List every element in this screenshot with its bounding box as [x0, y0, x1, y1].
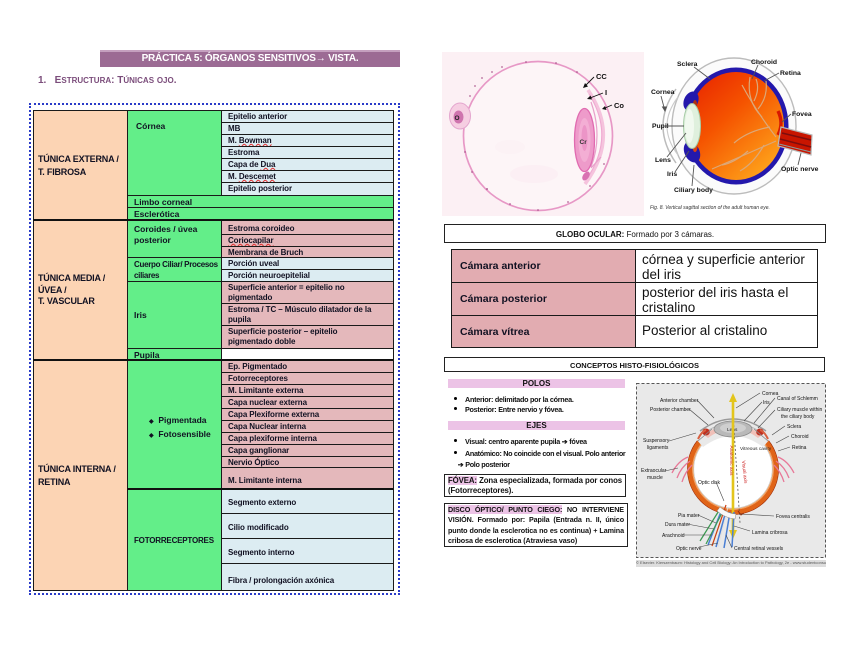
svg-text:Iris: Iris: [667, 171, 677, 178]
svg-text:Sclera: Sclera: [677, 61, 698, 68]
svg-text:Fovea: Fovea: [792, 111, 812, 118]
svg-text:Lens: Lens: [655, 157, 671, 164]
svg-text:Cornea: Cornea: [762, 391, 779, 397]
svg-text:Optic nerve: Optic nerve: [781, 166, 819, 173]
svg-text:Sclera: Sclera: [787, 424, 801, 430]
svg-text:Cr: Cr: [580, 139, 588, 146]
svg-text:Suspensory: Suspensory: [643, 438, 670, 444]
svg-text:Anterior chamber: Anterior chamber: [660, 398, 699, 404]
svg-text:the ciliary body: the ciliary body: [781, 414, 815, 420]
svg-text:I: I: [605, 88, 607, 97]
svg-text:Optic nerve: Optic nerve: [676, 546, 702, 552]
svg-text:Choroid: Choroid: [751, 59, 777, 66]
svg-text:Retina: Retina: [780, 70, 801, 77]
svg-text:ligaments: ligaments: [647, 445, 669, 451]
svg-text:Arachnoid: Arachnoid: [662, 533, 685, 539]
svg-text:Canal of Schlemm: Canal of Schlemm: [777, 396, 818, 402]
svg-text:Ciliary muscle within: Ciliary muscle within: [777, 407, 823, 413]
svg-text:O: O: [455, 115, 460, 122]
svg-text:Posterior chamber: Posterior chamber: [650, 407, 691, 413]
svg-text:Ciliary body: Ciliary body: [674, 187, 713, 194]
svg-text:Central retinal vessels: Central retinal vessels: [734, 546, 784, 552]
svg-text:Extraocular: Extraocular: [641, 468, 667, 474]
svg-text:muscle: muscle: [647, 475, 663, 481]
svg-text:Fovea centralis: Fovea centralis: [776, 514, 810, 520]
svg-text:Iris: Iris: [763, 400, 770, 406]
svg-text:Pia mater: Pia mater: [678, 513, 700, 519]
svg-text:Lamina cribrosa: Lamina cribrosa: [752, 530, 788, 536]
svg-text:Dura mater: Dura mater: [665, 522, 690, 528]
svg-text:Cornea: Cornea: [651, 89, 675, 96]
svg-text:Visual axis: Visual axis: [740, 460, 748, 484]
svg-text:Co: Co: [614, 101, 624, 110]
svg-text:Pupil: Pupil: [652, 123, 669, 130]
svg-text:Optic disk: Optic disk: [698, 480, 720, 486]
svg-text:Choroid: Choroid: [791, 434, 809, 440]
svg-text:Vitreous cavity: Vitreous cavity: [740, 446, 772, 452]
svg-text:Anatomic axis: Anatomic axis: [728, 446, 734, 476]
svg-text:CC: CC: [596, 72, 607, 81]
svg-text:Retina: Retina: [792, 445, 807, 451]
